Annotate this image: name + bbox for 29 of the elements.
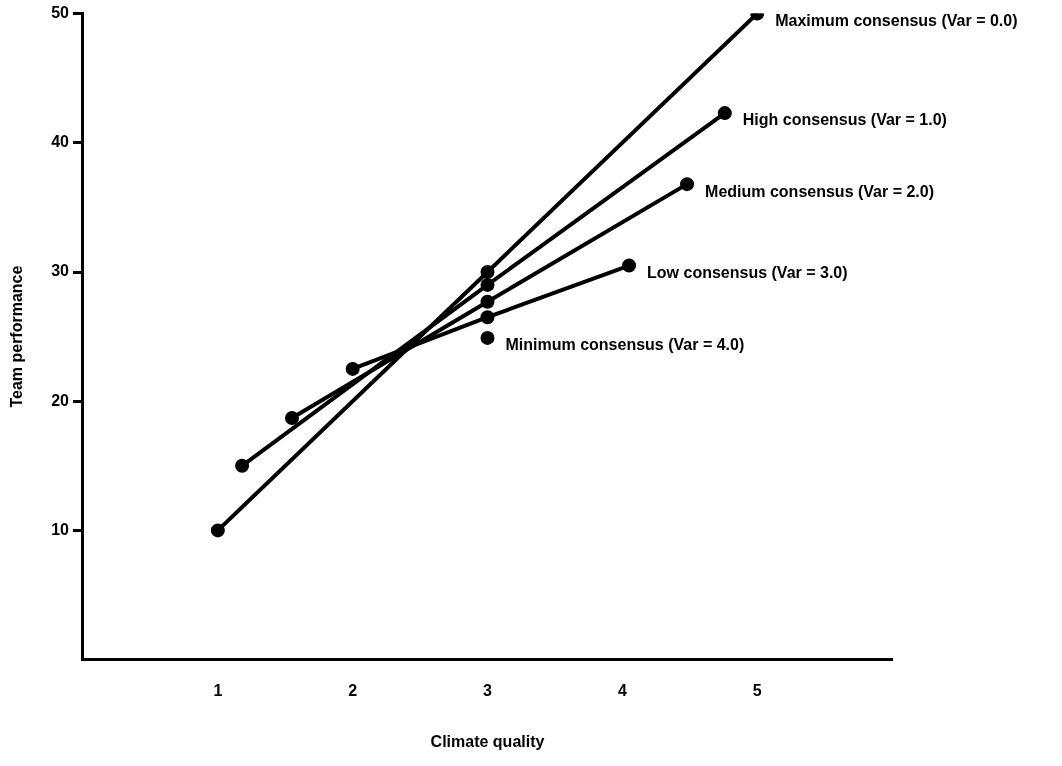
y-tick-label: 10 <box>51 520 70 538</box>
y-tick-label: 40 <box>51 133 70 151</box>
y-tick-label: 50 <box>51 4 70 22</box>
point <box>345 361 360 376</box>
x-tick-label: 1 <box>213 681 223 699</box>
point <box>480 294 495 309</box>
x-tick-label: 3 <box>483 681 493 699</box>
series-label: Medium consensus (Var = 2.0) <box>705 182 935 200</box>
y-axis-title: Team performance <box>8 265 26 408</box>
point <box>235 458 250 473</box>
point <box>480 330 495 345</box>
series-label: Minimum consensus (Var = 4.0) <box>505 336 745 354</box>
x-tick-label: 4 <box>617 681 627 699</box>
point <box>480 277 495 292</box>
series-label: Low consensus (Var = 3.0) <box>647 263 848 281</box>
y-tick-label: 20 <box>51 391 70 409</box>
point <box>717 106 732 121</box>
point <box>480 310 495 325</box>
point <box>480 265 495 279</box>
series-label: High consensus (Var = 1.0) <box>742 111 947 129</box>
point <box>622 258 637 273</box>
point <box>284 411 299 425</box>
point <box>210 523 225 538</box>
y-tick-label: 30 <box>51 262 70 280</box>
x-tick-label: 2 <box>348 681 358 699</box>
point <box>680 177 695 192</box>
series-label: Maximum consensus (Var = 0.0) <box>775 12 1018 30</box>
x-tick-label: 5 <box>752 681 762 699</box>
x-axis-title: Climate quality <box>430 732 545 750</box>
